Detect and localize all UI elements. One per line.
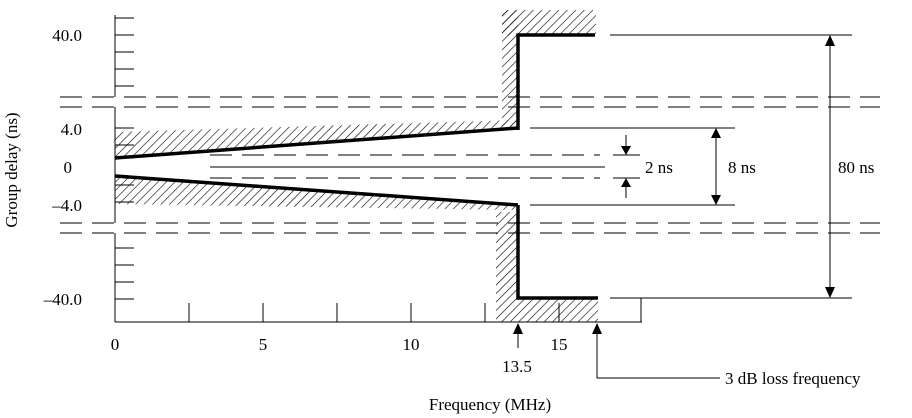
- y-tick-40: 40.0: [52, 26, 82, 45]
- x-marker-13-5: 13.5: [502, 357, 532, 376]
- x-axis-label: Frequency (MHz): [429, 395, 551, 414]
- y-tick-minus-4: –4.0: [51, 196, 82, 215]
- y-axis-label: Group delay (ns): [2, 112, 21, 227]
- dimension-2ns: [613, 135, 640, 198]
- label-3db-loss: 3 dB loss frequency: [725, 369, 861, 388]
- marker-13-5-arrow: [513, 323, 523, 348]
- y-tick-0: 0: [64, 158, 73, 177]
- label-2ns: 2 ns: [645, 158, 673, 177]
- dimension-80ns: [825, 35, 835, 298]
- x-tick-5: 5: [259, 335, 268, 354]
- y-tick-4: 4.0: [61, 120, 82, 139]
- y-tick-minus-40: –40.0: [43, 290, 82, 309]
- x-tick-10: 10: [403, 335, 420, 354]
- x-tick-15: 15: [551, 335, 568, 354]
- mask-boundaries: [114, 33, 598, 300]
- zero-region-lines: [210, 154, 605, 179]
- label-8ns: 8 ns: [728, 158, 756, 177]
- y-axis: [114, 15, 134, 322]
- label-80ns: 80 ns: [838, 158, 874, 177]
- loss-frequency-arrow: [592, 323, 720, 379]
- extension-lines: [530, 34, 852, 299]
- axis-break-lines: [60, 96, 880, 234]
- dimension-8ns: [711, 128, 721, 205]
- x-tick-0: 0: [111, 335, 120, 354]
- hatched-regions: [115, 10, 598, 322]
